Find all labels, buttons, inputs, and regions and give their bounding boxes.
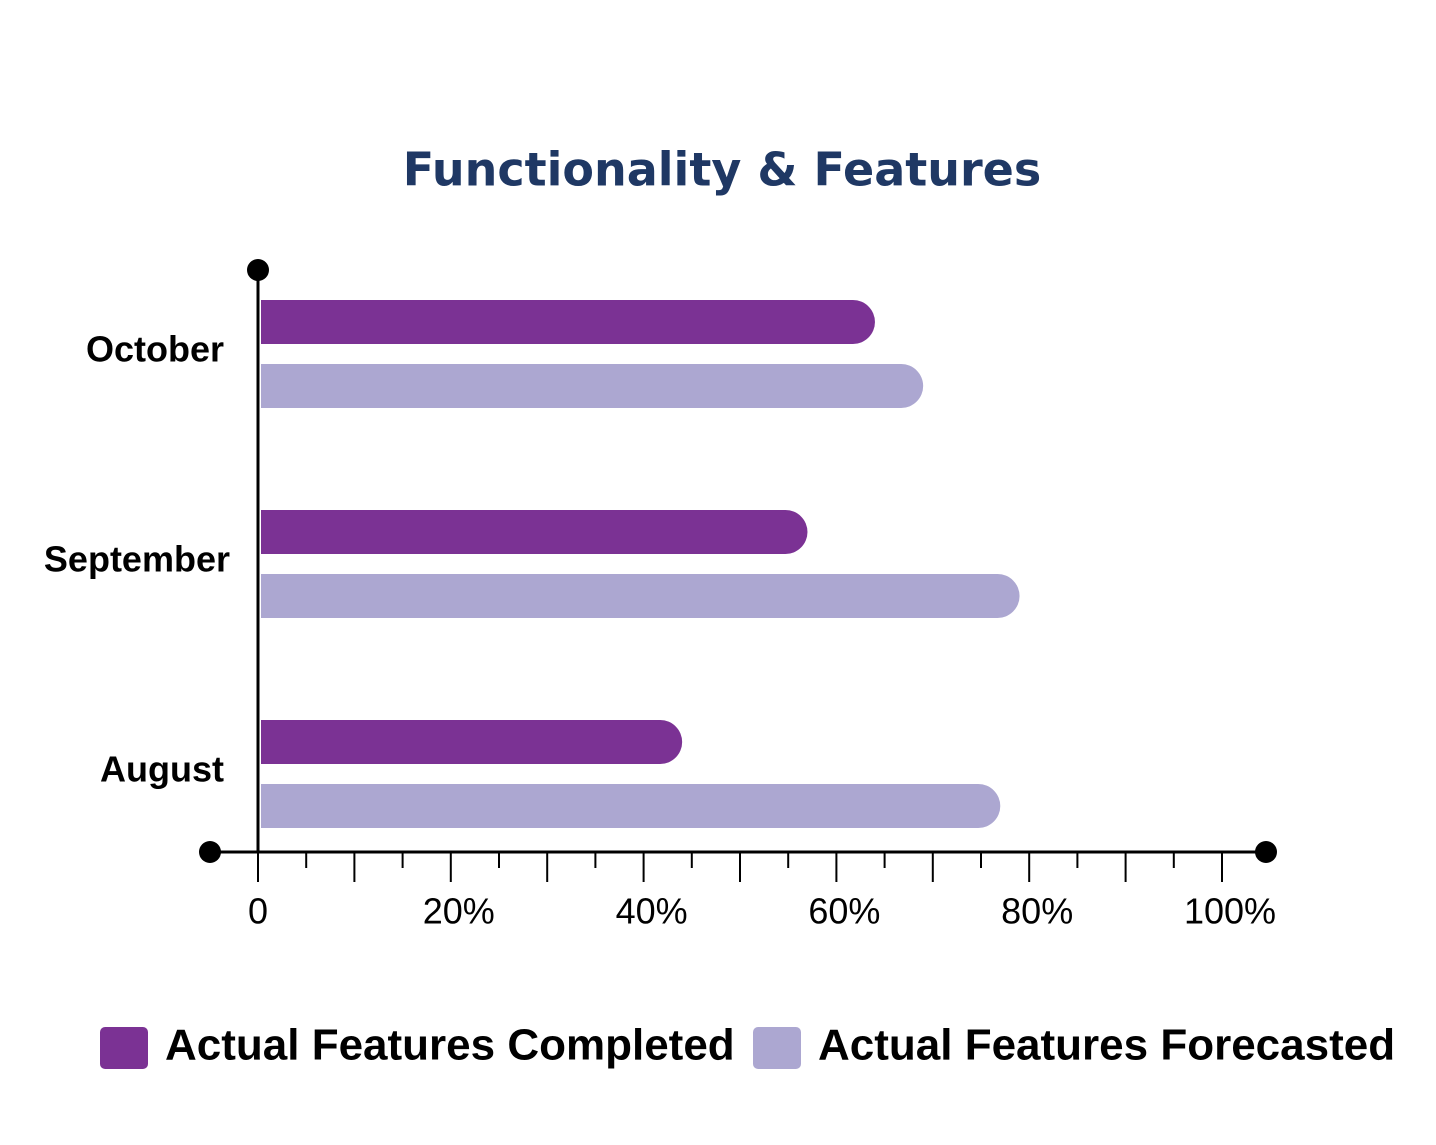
chart-title: Functionality & Features	[403, 143, 1042, 197]
axis-dot	[1255, 841, 1277, 863]
y-tick-label: August	[100, 749, 224, 790]
bar	[261, 720, 683, 764]
axis-dot	[199, 841, 221, 863]
legend-swatch	[100, 1027, 148, 1069]
legend-label: Actual Features Completed	[165, 1021, 735, 1070]
legend-label: Actual Features Forecasted	[818, 1021, 1395, 1070]
y-tick-label: September	[44, 539, 230, 580]
y-tick-label: October	[86, 329, 224, 370]
bar	[261, 784, 1001, 828]
bar	[261, 574, 1020, 618]
bar	[261, 364, 924, 408]
bar	[261, 300, 875, 344]
x-tick-label: 60%	[808, 891, 880, 932]
axis-dot	[247, 259, 269, 281]
x-tick-label: 0	[248, 891, 268, 932]
legend-swatch	[753, 1027, 801, 1069]
bar	[261, 510, 808, 554]
x-tick-label: 20%	[423, 891, 495, 932]
x-tick-label: 80%	[1001, 891, 1073, 932]
x-tick-label: 40%	[616, 891, 688, 932]
x-tick-label: 100%	[1184, 891, 1276, 932]
